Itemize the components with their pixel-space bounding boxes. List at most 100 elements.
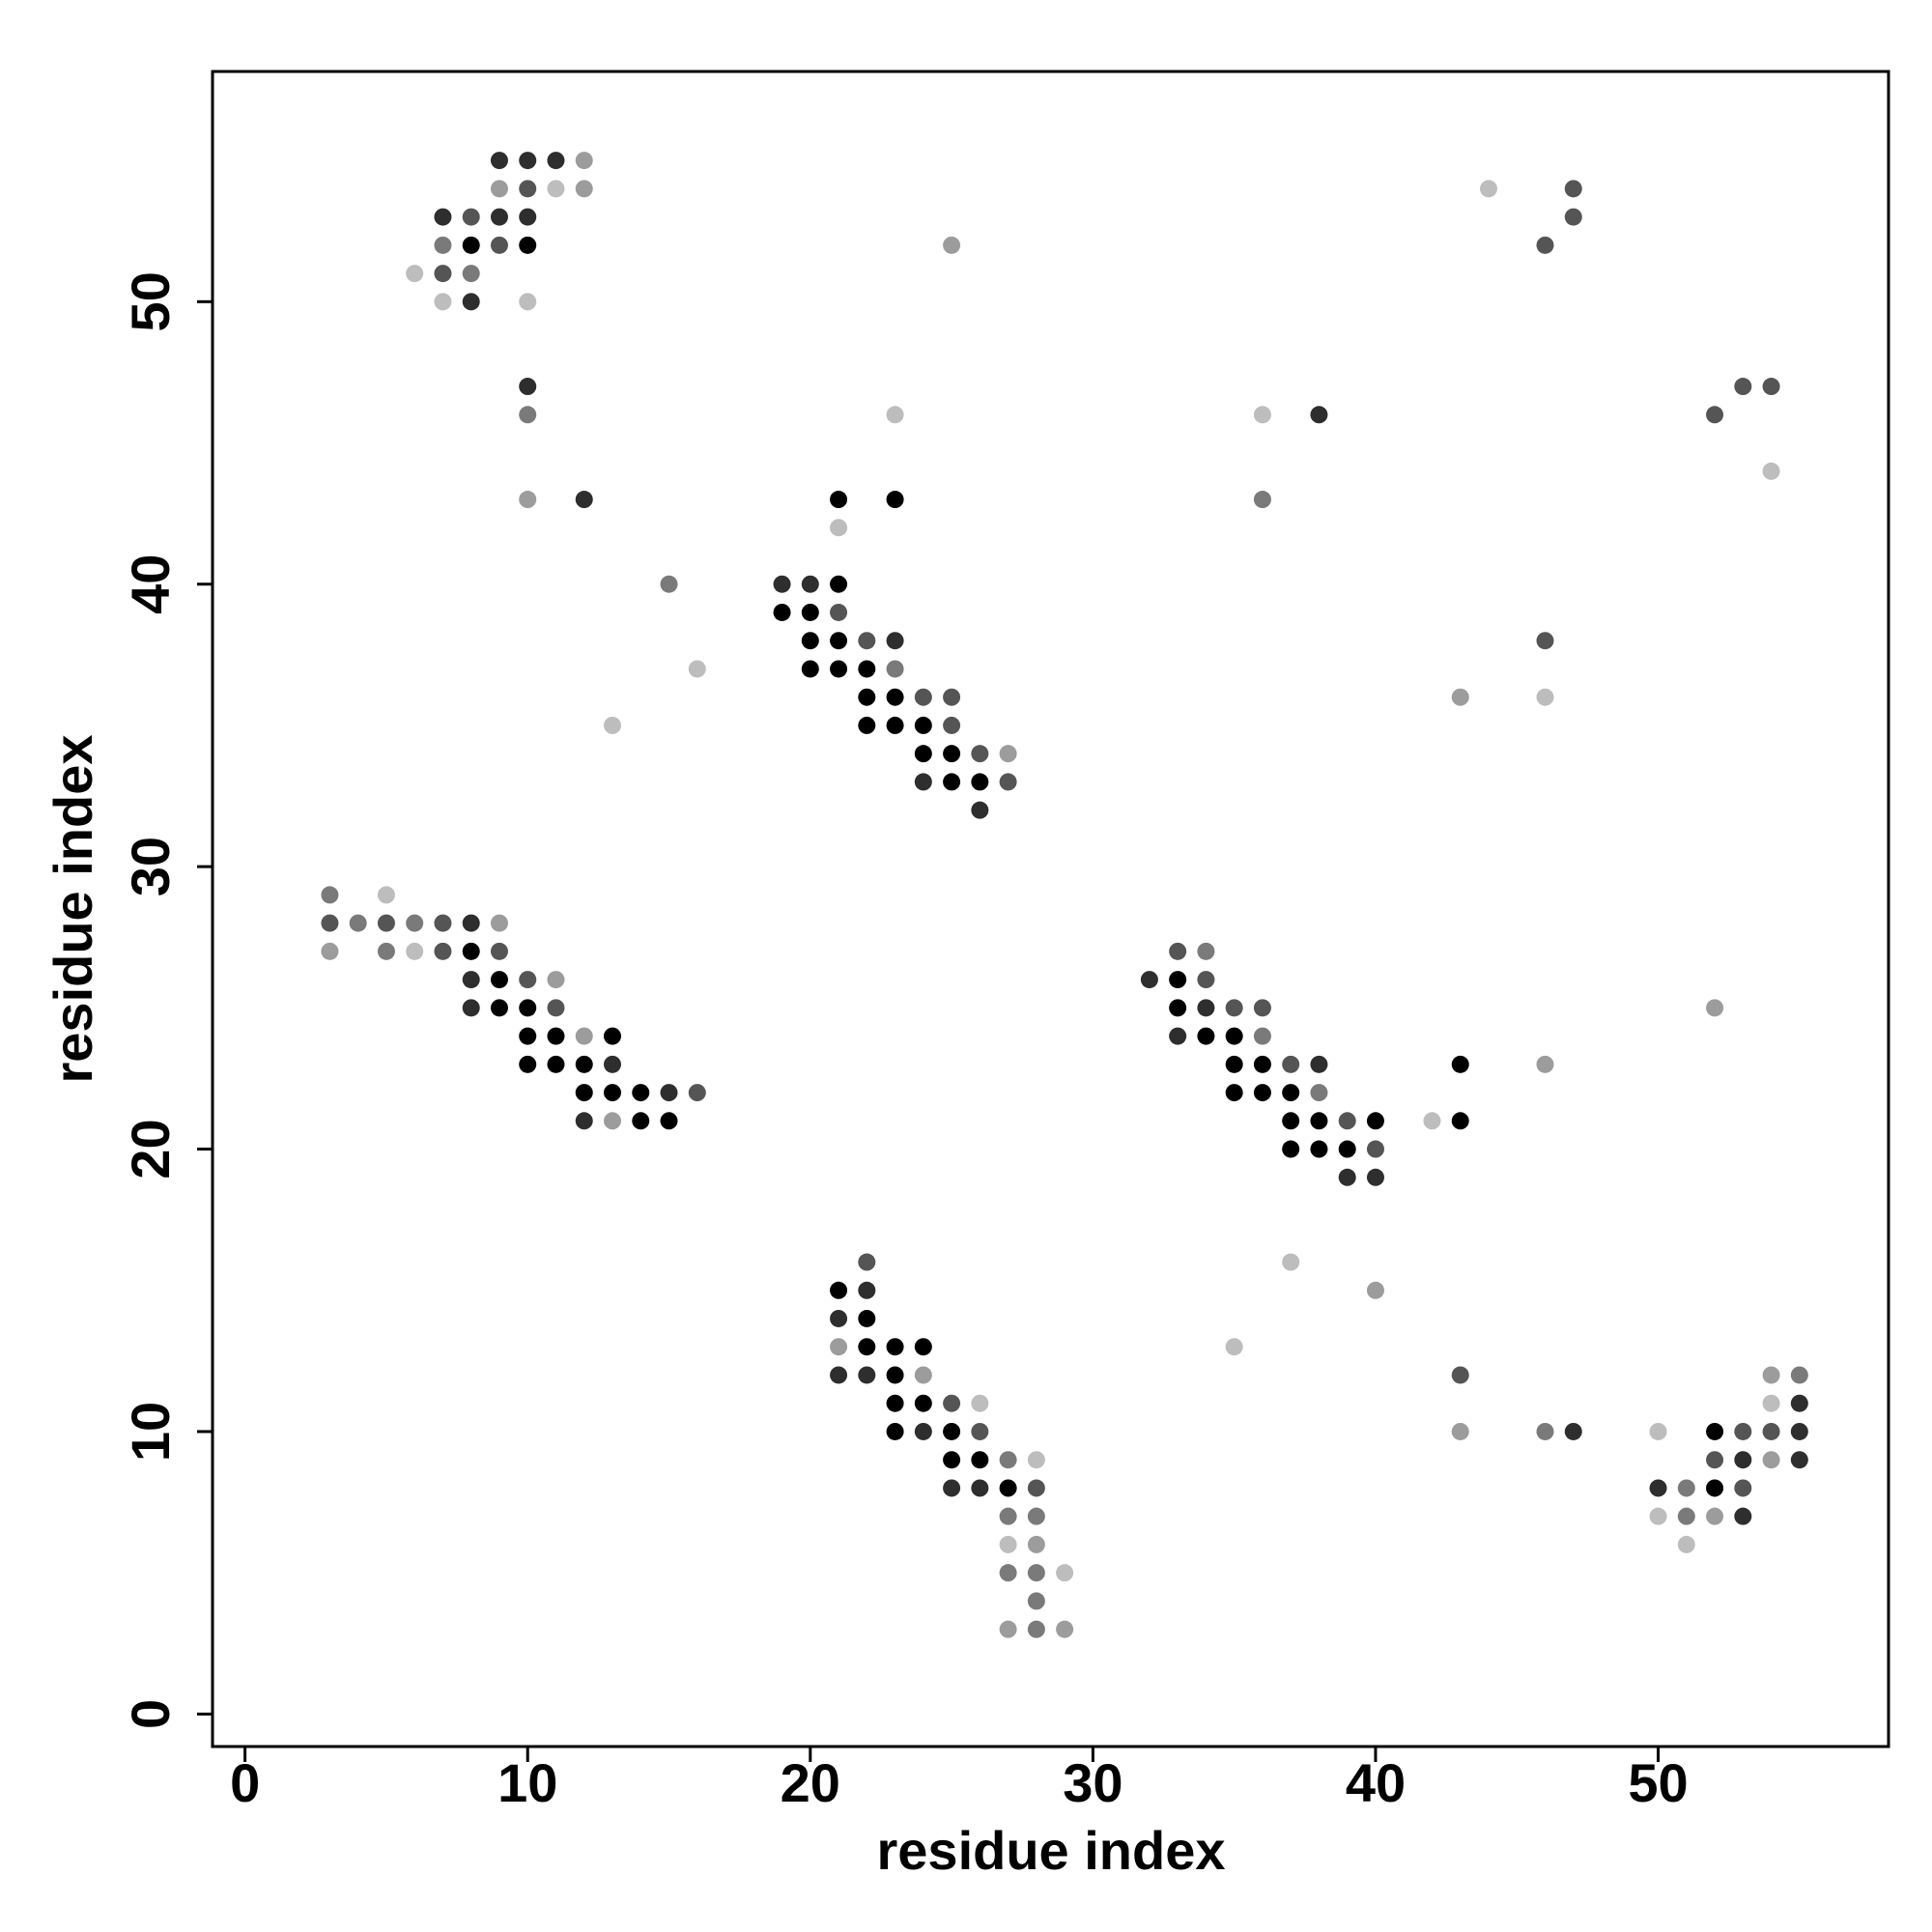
contact-point — [490, 208, 508, 226]
contact-point — [1706, 1451, 1724, 1469]
contact-point — [1027, 1479, 1045, 1497]
contact-point — [462, 265, 480, 283]
contact-point — [575, 180, 593, 198]
contact-point — [1706, 1479, 1724, 1497]
contact-point — [1536, 1055, 1554, 1073]
contact-point — [886, 406, 904, 424]
contact-point — [999, 1620, 1017, 1638]
contact-point — [886, 1338, 904, 1356]
contact-point — [1056, 1620, 1074, 1638]
contact-point — [1762, 462, 1780, 480]
contact-point — [971, 773, 989, 791]
contact-point — [1027, 1535, 1045, 1553]
contact-point — [1762, 1451, 1780, 1469]
contact-point — [462, 293, 480, 311]
contact-point — [1762, 1422, 1780, 1440]
contact-point — [886, 688, 904, 706]
contact-point — [999, 745, 1017, 763]
x-tick-label: 30 — [1063, 1752, 1122, 1813]
contact-point — [519, 378, 537, 396]
contact-point — [519, 491, 537, 509]
contact-point — [604, 716, 622, 734]
contact-point — [1056, 1564, 1074, 1582]
contact-point — [519, 999, 537, 1017]
contact-point — [999, 1564, 1017, 1582]
contact-point — [1169, 971, 1187, 989]
contact-point — [490, 152, 508, 170]
contact-point — [801, 660, 819, 678]
contact-point — [830, 519, 848, 537]
contact-point — [1762, 1394, 1780, 1412]
contact-point — [1169, 1027, 1187, 1045]
contact-point — [1734, 378, 1752, 396]
contact-point — [490, 942, 508, 960]
contact-point — [1366, 1281, 1384, 1299]
contact-point — [1451, 1055, 1469, 1073]
contact-point — [519, 1027, 537, 1045]
contact-point — [660, 1112, 678, 1130]
contact-point — [943, 1479, 961, 1497]
contact-point — [971, 1422, 989, 1440]
contact-point — [886, 1394, 904, 1412]
contact-point — [462, 914, 480, 932]
contact-point — [1649, 1422, 1667, 1440]
contact-point — [660, 1084, 678, 1102]
contact-point — [999, 773, 1017, 791]
contact-point — [434, 293, 452, 311]
contact-point — [1451, 1422, 1469, 1440]
contact-point — [1706, 406, 1724, 424]
contact-point — [406, 942, 424, 960]
contact-point — [830, 660, 848, 678]
contact-point — [1310, 1055, 1328, 1073]
x-tick-label: 50 — [1628, 1752, 1688, 1813]
contact-point — [519, 180, 537, 198]
contact-point — [604, 1027, 622, 1045]
contact-point — [830, 1309, 848, 1327]
contact-point — [886, 1366, 904, 1384]
contact-point — [1310, 1112, 1328, 1130]
contact-point — [547, 1027, 565, 1045]
contact-point — [1649, 1507, 1667, 1525]
contact-point — [434, 236, 452, 254]
contact-point — [886, 716, 904, 734]
contact-point — [519, 236, 537, 254]
contact-point — [858, 716, 876, 734]
contact-point — [575, 1084, 593, 1102]
contact-point — [1197, 999, 1215, 1017]
contact-point — [1734, 1507, 1752, 1525]
contact-point — [519, 208, 537, 226]
contact-point — [1310, 1084, 1328, 1102]
contact-point — [1253, 999, 1271, 1017]
contact-point — [547, 180, 565, 198]
x-tick-label: 20 — [781, 1752, 840, 1813]
contact-point — [547, 1055, 565, 1073]
contact-point — [1169, 942, 1187, 960]
contact-point — [999, 1507, 1017, 1525]
contact-point — [462, 208, 480, 226]
contact-point — [406, 914, 424, 932]
contact-point — [1479, 180, 1497, 198]
contact-point — [943, 1451, 961, 1469]
contact-point — [1225, 1027, 1243, 1045]
contact-point — [1790, 1366, 1808, 1384]
contact-point — [1366, 1112, 1384, 1130]
contact-point — [914, 716, 932, 734]
contact-point — [1197, 942, 1215, 960]
contact-point — [943, 745, 961, 763]
contact-point — [1253, 406, 1271, 424]
contact-point — [943, 1394, 961, 1412]
contact-point — [858, 1309, 876, 1327]
contact-point — [858, 1281, 876, 1299]
y-tick-label: 50 — [120, 271, 181, 331]
contact-point — [490, 999, 508, 1017]
contact-point — [490, 914, 508, 932]
contact-point — [801, 603, 819, 621]
contact-point — [1027, 1592, 1045, 1610]
contact-point — [830, 491, 848, 509]
contact-point — [462, 999, 480, 1017]
y-tick-label: 30 — [120, 837, 181, 896]
contact-point — [604, 1055, 622, 1073]
contact-point — [434, 208, 452, 226]
contact-point — [830, 1366, 848, 1384]
contact-point — [1253, 1055, 1271, 1073]
